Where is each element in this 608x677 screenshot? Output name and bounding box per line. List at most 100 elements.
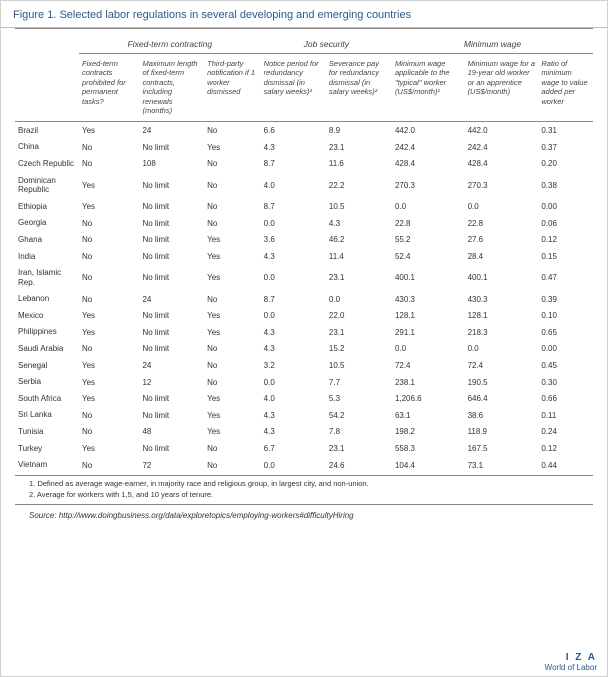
data-cell: 5.3: [326, 390, 392, 407]
data-cell: 4.3: [326, 215, 392, 232]
data-cell: 7.8: [326, 424, 392, 441]
table-row: EthiopiaYesNo limitNo8.710.50.00.00.00: [15, 198, 593, 215]
data-cell: 0.00: [538, 341, 593, 358]
data-cell: 3.2: [261, 357, 326, 374]
data-cell: No: [204, 341, 261, 358]
data-cell: 23.1: [326, 440, 392, 457]
data-cell: No: [79, 248, 139, 265]
table-row: Iran, Islamic Rep.NoNo limitYes0.023.140…: [15, 265, 593, 291]
data-cell: No: [204, 374, 261, 391]
data-cell: No: [79, 424, 139, 441]
country-cell: Brazil: [15, 122, 79, 139]
table-row: LebanonNo24No8.70.0430.3430.30.39: [15, 291, 593, 308]
data-cell: 0.47: [538, 265, 593, 291]
data-cell: 1,206.6: [392, 390, 465, 407]
data-cell: 0.44: [538, 457, 593, 474]
source-label: Source: [29, 511, 54, 520]
table-row: Saudi ArabiaNoNo limitNo4.315.20.00.00.0…: [15, 341, 593, 358]
country-cell: Mexico: [15, 307, 79, 324]
country-cell: Dominican Republic: [15, 172, 79, 198]
data-cell: 167.5: [465, 440, 539, 457]
data-cell: 23.1: [326, 324, 392, 341]
country-cell: Sri Lanka: [15, 407, 79, 424]
data-cell: Yes: [79, 307, 139, 324]
data-cell: 198.2: [392, 424, 465, 441]
col-h8: Ratio of minimum wage to value added per…: [538, 54, 593, 122]
data-cell: 0.11: [538, 407, 593, 424]
data-cell: 0.12: [538, 231, 593, 248]
table-row: ChinaNoNo limitYes4.323.1242.4242.40.37: [15, 139, 593, 156]
data-cell: 128.1: [392, 307, 465, 324]
data-cell: 218.3: [465, 324, 539, 341]
data-cell: No: [204, 172, 261, 198]
data-cell: No: [79, 341, 139, 358]
data-cell: 400.1: [465, 265, 539, 291]
country-cell: South Africa: [15, 390, 79, 407]
data-cell: 24: [139, 357, 204, 374]
data-cell: No limit: [139, 172, 204, 198]
col-h7: Minimum wage for a 19-year old worker or…: [465, 54, 539, 122]
data-cell: No: [79, 407, 139, 424]
data-cell: 0.0: [465, 341, 539, 358]
data-cell: 291.1: [392, 324, 465, 341]
data-cell: 0.00: [538, 198, 593, 215]
data-cell: No: [79, 215, 139, 232]
data-cell: 428.4: [465, 155, 539, 172]
data-cell: 0.06: [538, 215, 593, 232]
data-cell: 442.0: [465, 122, 539, 139]
table-row: IndiaNoNo limitYes4.311.452.428.40.15: [15, 248, 593, 265]
col-h6: Minimum wage applicable to the "typical"…: [392, 54, 465, 122]
wol-text: World of Labor: [545, 663, 597, 672]
data-cell: 108: [139, 155, 204, 172]
data-cell: 72.4: [392, 357, 465, 374]
data-cell: No limit: [139, 139, 204, 156]
data-cell: No: [204, 440, 261, 457]
data-table: Fixed-term contracting Job security Mini…: [15, 35, 593, 473]
data-cell: No: [204, 122, 261, 139]
table-row: TunisiaNo48Yes4.37.8198.2118.90.24: [15, 424, 593, 441]
col-h5: Severance pay for redundancy dismissal (…: [326, 54, 392, 122]
data-cell: Yes: [204, 424, 261, 441]
table-row: SenegalYes24No3.210.572.472.40.45: [15, 357, 593, 374]
data-cell: 0.0: [261, 457, 326, 474]
group-min-wage: Minimum wage: [392, 35, 593, 54]
table-row: PhilippinesYesNo limitYes4.323.1291.1218…: [15, 324, 593, 341]
data-cell: 0.30: [538, 374, 593, 391]
data-cell: 8.7: [261, 155, 326, 172]
data-cell: No limit: [139, 341, 204, 358]
col-country: [15, 54, 79, 122]
data-cell: 190.5: [465, 374, 539, 391]
country-cell: Serbia: [15, 374, 79, 391]
data-cell: 242.4: [465, 139, 539, 156]
data-cell: 0.45: [538, 357, 593, 374]
footnote-1: 1. Defined as average wage-earner, in ma…: [29, 479, 579, 489]
table-row: MexicoYesNo limitYes0.022.0128.1128.10.1…: [15, 307, 593, 324]
data-cell: 24: [139, 291, 204, 308]
data-cell: 10.5: [326, 198, 392, 215]
data-cell: No limit: [139, 440, 204, 457]
data-cell: No: [204, 215, 261, 232]
data-cell: No limit: [139, 390, 204, 407]
country-cell: Saudi Arabia: [15, 341, 79, 358]
data-cell: 0.0: [261, 215, 326, 232]
source-text: : http://www.doingbusiness.org/data/expl…: [54, 511, 353, 520]
source-line: Source: http://www.doingbusiness.org/dat…: [15, 504, 593, 520]
data-cell: 8.9: [326, 122, 392, 139]
data-cell: 8.7: [261, 198, 326, 215]
data-cell: No: [79, 139, 139, 156]
data-cell: 28.4: [465, 248, 539, 265]
data-cell: No limit: [139, 215, 204, 232]
group-header-row: Fixed-term contracting Job security Mini…: [15, 35, 593, 54]
data-cell: 22.8: [465, 215, 539, 232]
data-cell: Yes: [79, 198, 139, 215]
data-cell: 4.3: [261, 324, 326, 341]
data-cell: Yes: [79, 374, 139, 391]
data-cell: Yes: [204, 407, 261, 424]
data-cell: 0.24: [538, 424, 593, 441]
data-cell: 12: [139, 374, 204, 391]
data-cell: 0.37: [538, 139, 593, 156]
data-cell: Yes: [204, 390, 261, 407]
data-cell: No: [79, 155, 139, 172]
data-cell: No: [204, 457, 261, 474]
data-cell: 4.0: [261, 172, 326, 198]
